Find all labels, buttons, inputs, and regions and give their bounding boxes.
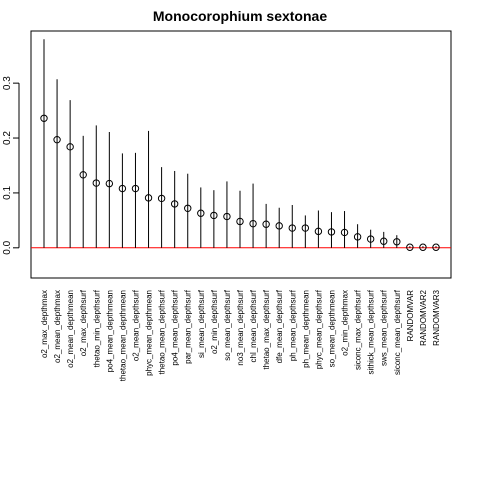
data-point bbox=[380, 237, 388, 245]
x-tick-label: no3_mean_depthsurf bbox=[236, 289, 245, 365]
x-tick-label: thetao_min_depthsurf bbox=[92, 289, 101, 367]
x-tick-label: so_mean_depthmean bbox=[327, 290, 336, 367]
x-tick-label: si_mean_depthsurf bbox=[197, 289, 206, 358]
y-tick-label: 0.0 bbox=[2, 240, 13, 254]
data-point bbox=[66, 143, 74, 151]
data-point bbox=[40, 114, 48, 122]
data-point bbox=[118, 184, 127, 193]
y-axis: 0.0 0.1 0.2 0.3 bbox=[2, 76, 19, 255]
data-point bbox=[366, 235, 375, 243]
x-tick-label: siconc_mean_depthsurf bbox=[393, 289, 402, 375]
x-tick-label: RANDOMVAR bbox=[406, 290, 415, 342]
data-point bbox=[53, 135, 61, 144]
x-tick-label: o2_mean_depthmean bbox=[66, 290, 75, 368]
data-point bbox=[432, 243, 440, 251]
x-tick-label: phyc_mean_depthmean bbox=[145, 290, 154, 376]
x-tick-label: dfe_mean_depthsurf bbox=[275, 289, 284, 363]
x-tick-label: o2_min_depthmax bbox=[341, 290, 350, 356]
x-tick-label: so_mean_depthsurf bbox=[223, 289, 232, 360]
x-tick-label: o2_mean_depthmax bbox=[53, 290, 62, 363]
data-point bbox=[170, 200, 179, 208]
x-tick-label: RANDOMVAR2 bbox=[419, 289, 428, 345]
x-tick-label: o2_max_depthmax bbox=[40, 290, 49, 358]
x-tick-label: sithick_mean_depthsurf bbox=[367, 289, 376, 374]
x-tick-label: thetao_mean_depthmean bbox=[118, 290, 127, 381]
data-point bbox=[340, 228, 349, 237]
x-tick-label: sws_mean_depthsurf bbox=[380, 289, 389, 366]
data-point bbox=[419, 243, 427, 251]
x-axis-labels: o2_max_depthmax o2_mean_depthmax o2_mean_d… bbox=[40, 289, 441, 381]
data-point bbox=[393, 238, 401, 246]
data-point bbox=[105, 179, 114, 188]
y-tick-label: 0.1 bbox=[2, 186, 13, 200]
plot-area-frame bbox=[30, 30, 452, 279]
data-point bbox=[249, 219, 257, 228]
data-point bbox=[406, 243, 414, 251]
x-tick-label: po4_mean_depthmean bbox=[105, 290, 114, 372]
data-point bbox=[288, 224, 296, 232]
data-point bbox=[131, 184, 140, 193]
data-point bbox=[262, 220, 270, 228]
x-tick-label: chl_mean_depthsurf bbox=[249, 289, 258, 362]
data-point bbox=[353, 233, 362, 241]
x-tick-label: po4_mean_depthsurf bbox=[171, 289, 180, 365]
data-point bbox=[197, 209, 205, 217]
x-tick-label: par_mean_depthsurf bbox=[184, 289, 193, 364]
data-point bbox=[144, 194, 153, 202]
data-point bbox=[210, 211, 218, 220]
x-tick-label: o2_max_depthsurf bbox=[79, 289, 88, 356]
x-tick-label: ph_mean_depthsurf bbox=[288, 289, 297, 361]
x-tick-label: siconc_max_depthsurf bbox=[354, 289, 363, 370]
data-point bbox=[314, 227, 323, 236]
x-tick-label: phyc_mean_depthsurf bbox=[314, 289, 323, 369]
error-bars bbox=[43, 39, 437, 248]
y-tick-label: 0.2 bbox=[2, 131, 13, 145]
data-point bbox=[327, 228, 336, 236]
chart-title: Monocorophium sextonae bbox=[153, 8, 327, 24]
data-points bbox=[40, 114, 440, 251]
data-point bbox=[301, 224, 310, 232]
x-tick-label: o2_min_depthsurf bbox=[210, 289, 219, 354]
data-point bbox=[223, 212, 231, 221]
data-point bbox=[184, 204, 192, 212]
x-tick-label: RANDOMVAR3 bbox=[432, 289, 441, 345]
x-tick-label: thetao_max_depthsurf bbox=[262, 289, 271, 369]
x-tick-label: thetao_mean_depthsurf bbox=[158, 289, 167, 374]
data-point bbox=[275, 222, 283, 230]
data-point bbox=[79, 171, 87, 179]
data-point bbox=[157, 194, 166, 203]
x-tick-label: ph_mean_depthmean bbox=[301, 290, 310, 368]
data-point bbox=[236, 217, 244, 226]
data-point bbox=[92, 179, 100, 187]
y-tick-label: 0.3 bbox=[2, 76, 13, 90]
x-tick-label: o2_mean_depthsurf bbox=[131, 289, 140, 361]
